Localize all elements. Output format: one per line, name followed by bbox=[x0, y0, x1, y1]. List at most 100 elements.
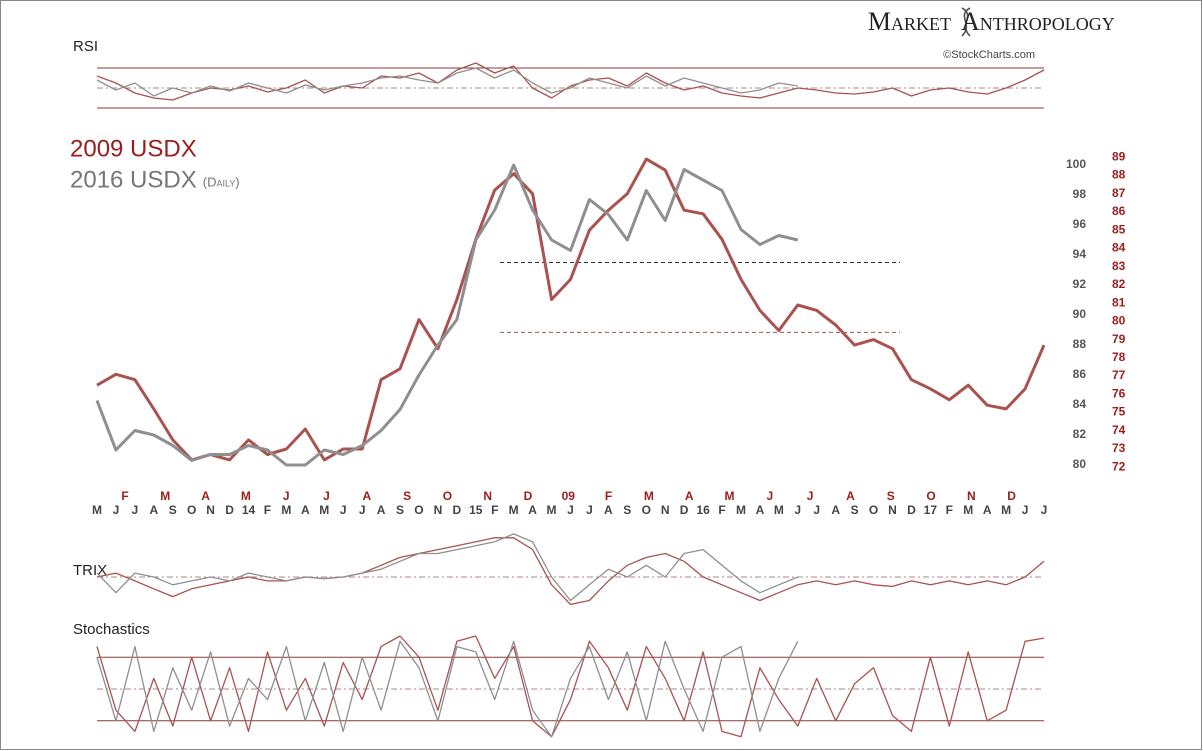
x-tick-label: N bbox=[434, 503, 443, 517]
x-tick-label: J bbox=[340, 503, 347, 517]
y2-tick-label: 77 bbox=[1112, 368, 1126, 382]
x2-tick-label: A bbox=[846, 489, 855, 503]
x2-tick-label: S bbox=[403, 489, 411, 503]
x-tick-label: J bbox=[794, 503, 801, 517]
x2-tick-label: M bbox=[644, 489, 654, 503]
brand-left: Market bbox=[868, 7, 951, 36]
y2-tick-label: 74 bbox=[1112, 423, 1126, 437]
legend-note: (Daily) bbox=[203, 174, 240, 189]
x-tick-label: M bbox=[319, 503, 329, 517]
x2-tick-label: N bbox=[967, 489, 976, 503]
x-tick-label: A bbox=[756, 503, 765, 517]
x-tick-label: S bbox=[851, 503, 859, 517]
y2-tick-label: 80 bbox=[1112, 314, 1126, 328]
brand-right: Anthropology bbox=[961, 7, 1115, 36]
x-tick-label: M bbox=[774, 503, 784, 517]
x-tick-label: O bbox=[869, 503, 878, 517]
x-tick-label: J bbox=[1022, 503, 1029, 517]
y-tick-label: 92 bbox=[1073, 277, 1087, 291]
x-tick-label: D bbox=[680, 503, 689, 517]
x-tick-label: A bbox=[983, 503, 992, 517]
x-tick-label: 15 bbox=[469, 503, 483, 517]
x-tick-label: M bbox=[547, 503, 557, 517]
source: ©StockCharts.com bbox=[943, 49, 1035, 61]
y-tick-label: 98 bbox=[1073, 187, 1087, 201]
x2-tick-label: A bbox=[362, 489, 371, 503]
y2-tick-label: 84 bbox=[1112, 241, 1126, 255]
x-tick-label: M bbox=[963, 503, 973, 517]
x-tick-label: F bbox=[491, 503, 498, 517]
x-tick-label: 14 bbox=[242, 503, 256, 517]
x-tick-label: M bbox=[736, 503, 746, 517]
x2-tick-label: O bbox=[443, 489, 452, 503]
x2-tick-label: J bbox=[807, 489, 814, 503]
x-tick-label: J bbox=[132, 503, 139, 517]
x-tick-label: S bbox=[169, 503, 177, 517]
x2-tick-label: S bbox=[887, 489, 895, 503]
y2-tick-label: 87 bbox=[1112, 186, 1126, 200]
x-tick-label: O bbox=[642, 503, 651, 517]
x-tick-label: D bbox=[225, 503, 234, 517]
x2-tick-label: M bbox=[241, 489, 251, 503]
y2-tick-label: 89 bbox=[1112, 149, 1126, 163]
x-tick-label: F bbox=[264, 503, 271, 517]
x-tick-label: J bbox=[567, 503, 574, 517]
x2-tick-label: F bbox=[605, 489, 612, 503]
x-tick-label: S bbox=[623, 503, 631, 517]
y-tick-label: 82 bbox=[1073, 427, 1087, 441]
y2-tick-label: 85 bbox=[1112, 222, 1126, 236]
x2-tick-label: M bbox=[160, 489, 170, 503]
x2-tick-label: 09 bbox=[562, 489, 576, 503]
x2-tick-label: D bbox=[524, 489, 533, 503]
x-tick-label: A bbox=[149, 503, 158, 517]
series-line bbox=[96, 635, 1045, 738]
x-tick-label: J bbox=[113, 503, 120, 517]
x-tick-label: M bbox=[1001, 503, 1011, 517]
x2-tick-label: J bbox=[323, 489, 330, 503]
series-line bbox=[95, 163, 799, 467]
x-tick-label: A bbox=[528, 503, 537, 517]
x-tick-label: N bbox=[661, 503, 670, 517]
series-line bbox=[96, 157, 1046, 462]
y-tick-label: 94 bbox=[1073, 247, 1087, 261]
series-line bbox=[96, 640, 799, 738]
y2-tick-label: 78 bbox=[1112, 350, 1126, 364]
x-tick-label: M bbox=[92, 503, 102, 517]
series-line bbox=[96, 533, 799, 602]
x-tick-label: S bbox=[396, 503, 404, 517]
y2-tick-label: 88 bbox=[1112, 168, 1126, 182]
x-tick-label: F bbox=[946, 503, 953, 517]
series-line bbox=[96, 67, 798, 97]
y-tick-label: 80 bbox=[1073, 457, 1087, 471]
x-tick-label: J bbox=[1041, 503, 1048, 517]
y2-tick-label: 81 bbox=[1112, 295, 1126, 309]
series-line bbox=[96, 537, 1045, 606]
y-tick-label: 100 bbox=[1066, 157, 1086, 171]
legend-label: 2016 USDX bbox=[70, 166, 197, 193]
legend-label: 2009 USDX bbox=[70, 135, 197, 162]
x-tick-label: D bbox=[907, 503, 916, 517]
x-tick-label: A bbox=[377, 503, 386, 517]
x-tick-label: M bbox=[509, 503, 519, 517]
x-tick-label: A bbox=[301, 503, 310, 517]
panel-title: Stochastics bbox=[73, 621, 150, 638]
y-tick-label: 88 bbox=[1073, 337, 1087, 351]
x-tick-label: D bbox=[453, 503, 462, 517]
x-tick-label: J bbox=[359, 503, 366, 517]
x-tick-label: J bbox=[813, 503, 820, 517]
x2-tick-label: F bbox=[121, 489, 128, 503]
x2-tick-label: A bbox=[685, 489, 694, 503]
x2-tick-label: O bbox=[926, 489, 935, 503]
x-tick-label: N bbox=[206, 503, 215, 517]
x-tick-label: 16 bbox=[696, 503, 710, 517]
y2-tick-label: 82 bbox=[1112, 277, 1126, 291]
x-tick-label: F bbox=[718, 503, 725, 517]
x2-tick-label: J bbox=[766, 489, 773, 503]
y2-tick-label: 86 bbox=[1112, 204, 1126, 218]
y2-tick-label: 75 bbox=[1112, 405, 1126, 419]
y-tick-label: 84 bbox=[1073, 397, 1087, 411]
x-tick-label: N bbox=[888, 503, 897, 517]
panel-title: RSI bbox=[73, 38, 98, 55]
